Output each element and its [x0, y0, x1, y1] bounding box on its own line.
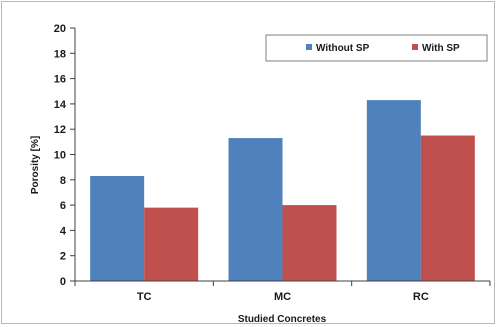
axes	[70, 27, 491, 286]
x-tick-label: RC	[413, 291, 429, 303]
y-tick-label: 16	[54, 74, 66, 86]
legend-box	[265, 34, 488, 62]
y-tick-label: 18	[54, 48, 66, 60]
bar-rc-with-sp	[420, 135, 475, 281]
legend-swatch-with-sp	[412, 44, 418, 50]
legend-label-without-sp: Without SP	[316, 43, 370, 54]
y-tick-label: 2	[60, 251, 66, 263]
y-tick-label: 4	[60, 225, 67, 237]
bar-mc-without-sp	[228, 138, 283, 281]
y-tick-label: 0	[60, 276, 66, 288]
y-tick-label: 12	[54, 124, 66, 136]
bar-mc-with-sp	[282, 205, 337, 281]
bar-tc-without-sp	[90, 176, 145, 281]
x-axis-title: Studied Concretes	[238, 314, 327, 325]
legend: Without SP With SP	[265, 34, 488, 62]
y-tick-label: 20	[54, 23, 66, 35]
y-axis-title: Porosity [%]	[30, 136, 41, 194]
y-tick-label: 6	[60, 200, 66, 212]
y-tick-label: 8	[60, 175, 66, 187]
y-tick-label: 14	[54, 99, 67, 111]
x-tick-label: MC	[274, 291, 291, 303]
bar-rc-without-sp	[366, 100, 421, 281]
legend-swatch-without-sp	[306, 44, 312, 50]
tick-labels: 0 2 4 6 8 10 12 14 16 18 20 TC MC RC	[54, 23, 429, 303]
legend-label-with-sp: With SP	[422, 43, 460, 54]
bar-tc-with-sp	[144, 207, 199, 281]
bars	[90, 100, 475, 281]
y-tick-label: 10	[54, 150, 66, 162]
x-tick-label: TC	[137, 291, 152, 303]
